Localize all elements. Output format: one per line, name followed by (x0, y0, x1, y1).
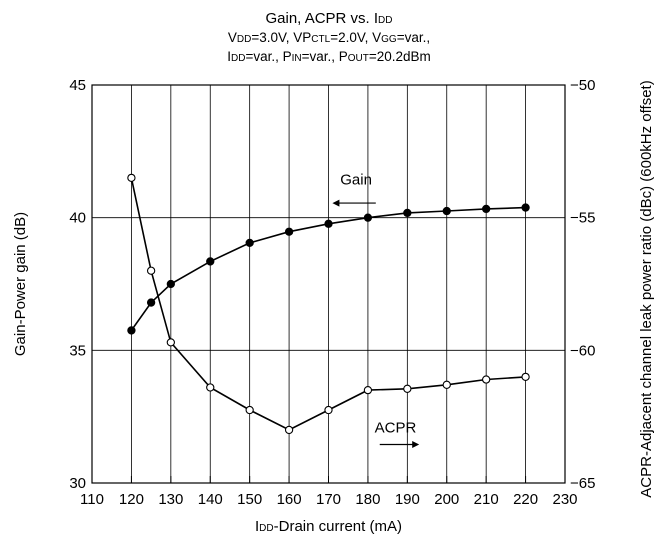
annotation-acpr-arrowhead (412, 441, 420, 448)
data-point-acpr (166, 338, 175, 347)
series-line-acpr (130, 177, 526, 431)
data-point-gain (166, 279, 175, 289)
data-point-gain (363, 213, 373, 222)
x-tick-label: 220 (513, 491, 538, 508)
x-axis-label: IDD-Drain current (mA) (255, 518, 402, 535)
x-tick-label: 190 (395, 491, 420, 508)
data-point-acpr (363, 385, 373, 395)
x-tick-label: 120 (119, 491, 144, 508)
x-tick-label: 230 (552, 491, 577, 508)
y-axis-left-ticks: 30 35 40 45 (69, 77, 86, 492)
y-right-tick-label: −65 (570, 475, 595, 492)
data-point-acpr (284, 425, 294, 435)
grid-lines (92, 85, 565, 483)
x-tick-label: 130 (158, 491, 183, 508)
data-point-gain (403, 208, 412, 218)
annotation-gain-label: Gain (340, 172, 372, 189)
data-point-gain (284, 227, 294, 236)
y-left-tick-label: 40 (69, 210, 86, 227)
data-point-acpr (245, 405, 254, 415)
data-point-acpr (206, 383, 215, 392)
annotations-group: Gain ACPR (332, 172, 420, 448)
data-point-acpr (482, 375, 491, 384)
axis-labels-group: IDD-Drain current (mA) Gain-Power gain (d… (12, 80, 655, 535)
data-point-gain (482, 204, 491, 214)
y-left-tick-label: 30 (69, 475, 86, 492)
y-axis-right-ticks: −65 −60 −55 −50 (570, 77, 595, 492)
data-point-gain (521, 203, 530, 212)
x-tick-label: 150 (237, 491, 262, 508)
series-group (127, 173, 530, 435)
x-tick-label: 210 (474, 491, 499, 508)
data-point-acpr (442, 380, 451, 389)
y-left-tick-label: 45 (69, 77, 86, 94)
data-point-gain (206, 257, 215, 266)
y-right-tick-label: −50 (570, 77, 595, 94)
y-left-tick-label: 35 (69, 342, 86, 359)
data-point-gain (127, 326, 136, 335)
series-line-gain (130, 206, 526, 331)
data-point-acpr (146, 266, 156, 275)
data-point-acpr (403, 384, 412, 393)
x-axis-ticks: 110 120 130 140 150 160 170 180 190 200 210 220 230 (80, 476, 578, 508)
chart-subtitle-line-2: IDD=var., PIN=var., POUT=20.2dBm (227, 49, 431, 64)
y-axis-left-label: Gain-Power gain (dB) (12, 212, 29, 356)
y-axis-right-label: ACPR-Adjacent channel leak power ratio (… (638, 80, 655, 497)
x-tick-label: 160 (277, 491, 302, 508)
data-point-gain (324, 219, 333, 228)
y-right-tick-label: −55 (570, 210, 595, 227)
y-right-tick-label: −60 (570, 342, 595, 359)
chart-title: Gain, ACPR vs. IDD (266, 10, 393, 27)
x-tick-label: 110 (80, 491, 104, 508)
data-point-gain (245, 238, 254, 248)
data-point-acpr (324, 405, 333, 415)
annotation-gain-arrowhead (332, 199, 340, 207)
x-tick-label: 170 (316, 491, 341, 508)
data-point-acpr (521, 372, 530, 382)
data-point-gain (146, 298, 156, 307)
x-tick-label: 140 (198, 491, 223, 508)
data-point-gain (442, 206, 451, 216)
x-tick-label: 180 (355, 491, 380, 508)
chart-title-group: Gain, ACPR vs. IDD VDD=3.0V, VPCTL=2.0V, … (227, 10, 431, 64)
x-tick-label: 200 (434, 491, 459, 508)
chart-subtitle-line-1: VDD=3.0V, VPCTL=2.0V, VGG=var., (228, 30, 430, 45)
data-point-acpr (127, 173, 136, 183)
annotation-acpr-label: ACPR (375, 420, 417, 437)
